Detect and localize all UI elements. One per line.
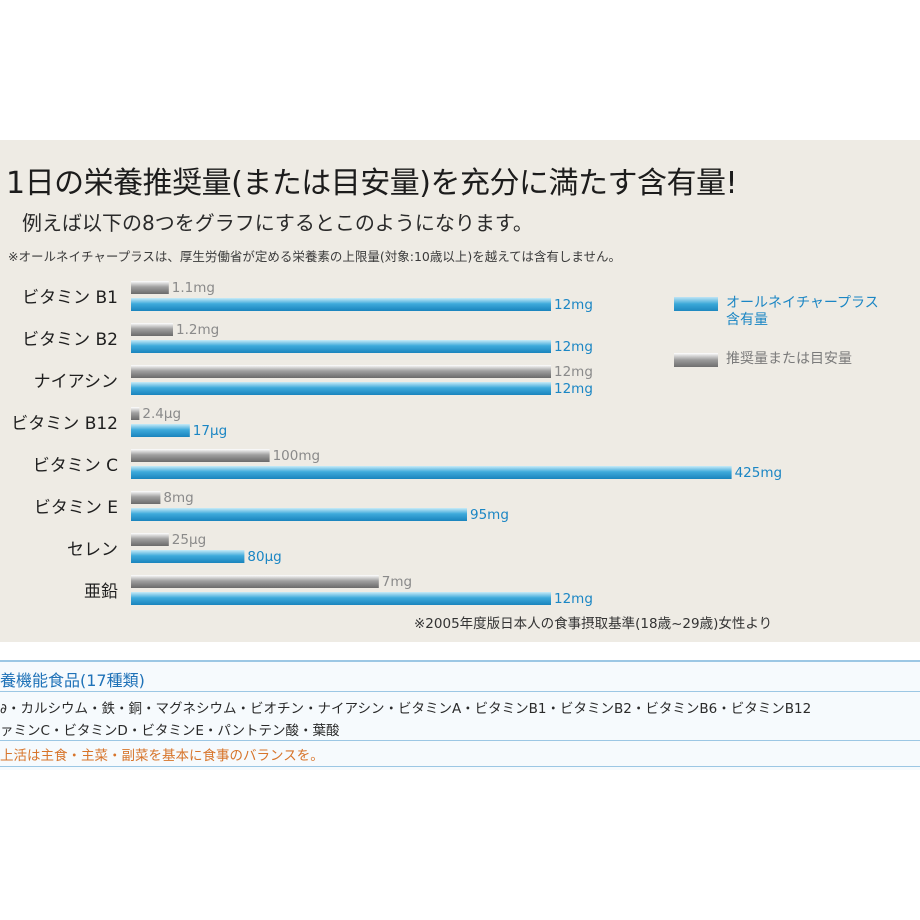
product-value-label: 12mg [554, 297, 593, 313]
product-bar [131, 340, 551, 353]
upper-limit-note: ※オールネイチャープラスは、厚生労働省が定める栄養素の上限量(対象:10歳以上)… [8, 249, 621, 264]
category-label: ビタミン B1 [22, 288, 118, 308]
category-label: ビタミン C [33, 456, 118, 476]
legend-swatch-gray [674, 353, 718, 367]
product-bar [131, 424, 190, 437]
product-bar [131, 550, 245, 563]
diet-balance-warning: 上活は主食・主菜・副菜を基本に食事のバランスを。 [0, 748, 324, 764]
recommended-bar [131, 575, 379, 588]
legend-item-recommended: 推奨量または目安量 [674, 351, 852, 368]
recommended-value-label: 25μg [172, 532, 206, 548]
recommended-value-label: 1.2mg [176, 322, 219, 338]
recommended-value-label: 12mg [554, 364, 593, 380]
chart-subtitle: 例えば以下の8つをグラフにするとこのようになります。 [22, 211, 533, 235]
source-note: ※2005年度版日本人の食事摂取基準(18歳~29歳)女性より [414, 616, 773, 632]
band-lower-rule [0, 740, 920, 741]
category-label: セレン [67, 540, 118, 560]
product-value-label: 95mg [470, 507, 509, 523]
legend-label-product-line1: オールネイチャープラス [726, 295, 879, 311]
product-value-label: 425mg [735, 465, 783, 481]
legend-item-product: オールネイチャープラス 含有量 [674, 295, 879, 329]
recommended-value-label: 7mg [382, 574, 412, 590]
functional-food-list-line1: ∂・カルシウム・鉄・銅・マグネシウム・ビオチン・ナイアシン・ビタミンA・ビタミン… [0, 701, 812, 717]
functional-food-title: 養機能食品(17種類) [0, 671, 145, 690]
product-value-label: 12mg [554, 591, 593, 607]
recommended-bar [131, 365, 551, 378]
recommended-value-label: 8mg [163, 490, 193, 506]
band-mid-rule [0, 691, 920, 692]
product-value-label: 12mg [554, 381, 593, 397]
product-value-label: 17μg [193, 423, 227, 439]
recommended-value-label: 1.1mg [172, 280, 215, 296]
product-value-label: 80μg [247, 549, 281, 565]
product-bar [131, 592, 551, 605]
band-bottom-rule [0, 766, 920, 767]
product-bar [131, 382, 551, 395]
category-label: ビタミン E [34, 498, 118, 518]
recommended-bar [131, 449, 270, 462]
recommended-value-label: 2.4μg [142, 406, 181, 422]
band-top-rule [0, 660, 920, 662]
functional-food-band [0, 660, 920, 770]
recommended-bar [131, 491, 161, 504]
recommended-bar [131, 407, 140, 420]
product-value-label: 12mg [554, 339, 593, 355]
category-label: 亜鉛 [84, 582, 118, 602]
recommended-bar [131, 281, 169, 294]
chart-title: 1日の栄養推奨量(または目安量)を充分に満たす含有量! [6, 166, 738, 201]
recommended-bar [131, 323, 173, 336]
category-label: ビタミン B2 [22, 330, 118, 350]
product-bar [131, 466, 732, 479]
legend-label-recommended: 推奨量または目安量 [726, 351, 852, 367]
recommended-value-label: 100mg [273, 448, 321, 464]
recommended-bar [131, 533, 169, 546]
product-bar [131, 508, 467, 521]
legend-label-product-line2: 含有量 [726, 312, 768, 328]
functional-food-list-line2: ァミンC・ビタミンD・ビタミンE・パントテン酸・葉酸 [0, 723, 340, 739]
category-label: ナイアシン [34, 372, 118, 392]
category-label: ビタミン B12 [11, 414, 118, 434]
product-bar [131, 298, 551, 311]
legend-swatch-blue [674, 297, 718, 311]
